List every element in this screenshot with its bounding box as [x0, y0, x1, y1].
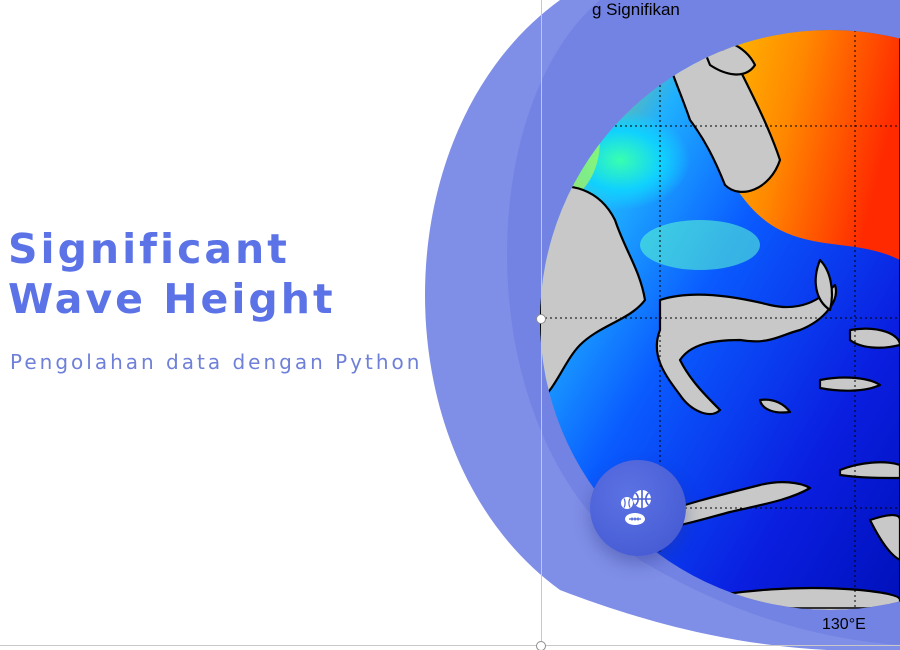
- slide-subtitle: Pengolahan data dengan Python: [10, 350, 423, 374]
- selection-guide-horizontal: [0, 645, 900, 646]
- sports-fab-button[interactable]: [590, 460, 686, 556]
- resize-handle-bottom-left[interactable]: [536, 641, 546, 650]
- slide-title-line2: Wave Height: [8, 275, 336, 323]
- selection-guide-vertical: [541, 0, 542, 650]
- slide-title: Significant Wave Height: [8, 224, 336, 324]
- resize-handle-left[interactable]: [536, 314, 546, 324]
- map-title-fragment: g Signifikan: [592, 0, 680, 19]
- map-tick-label: 130°E: [822, 616, 866, 633]
- slide-title-line1: Significant: [8, 225, 290, 273]
- sports-balls-icon: [621, 490, 651, 525]
